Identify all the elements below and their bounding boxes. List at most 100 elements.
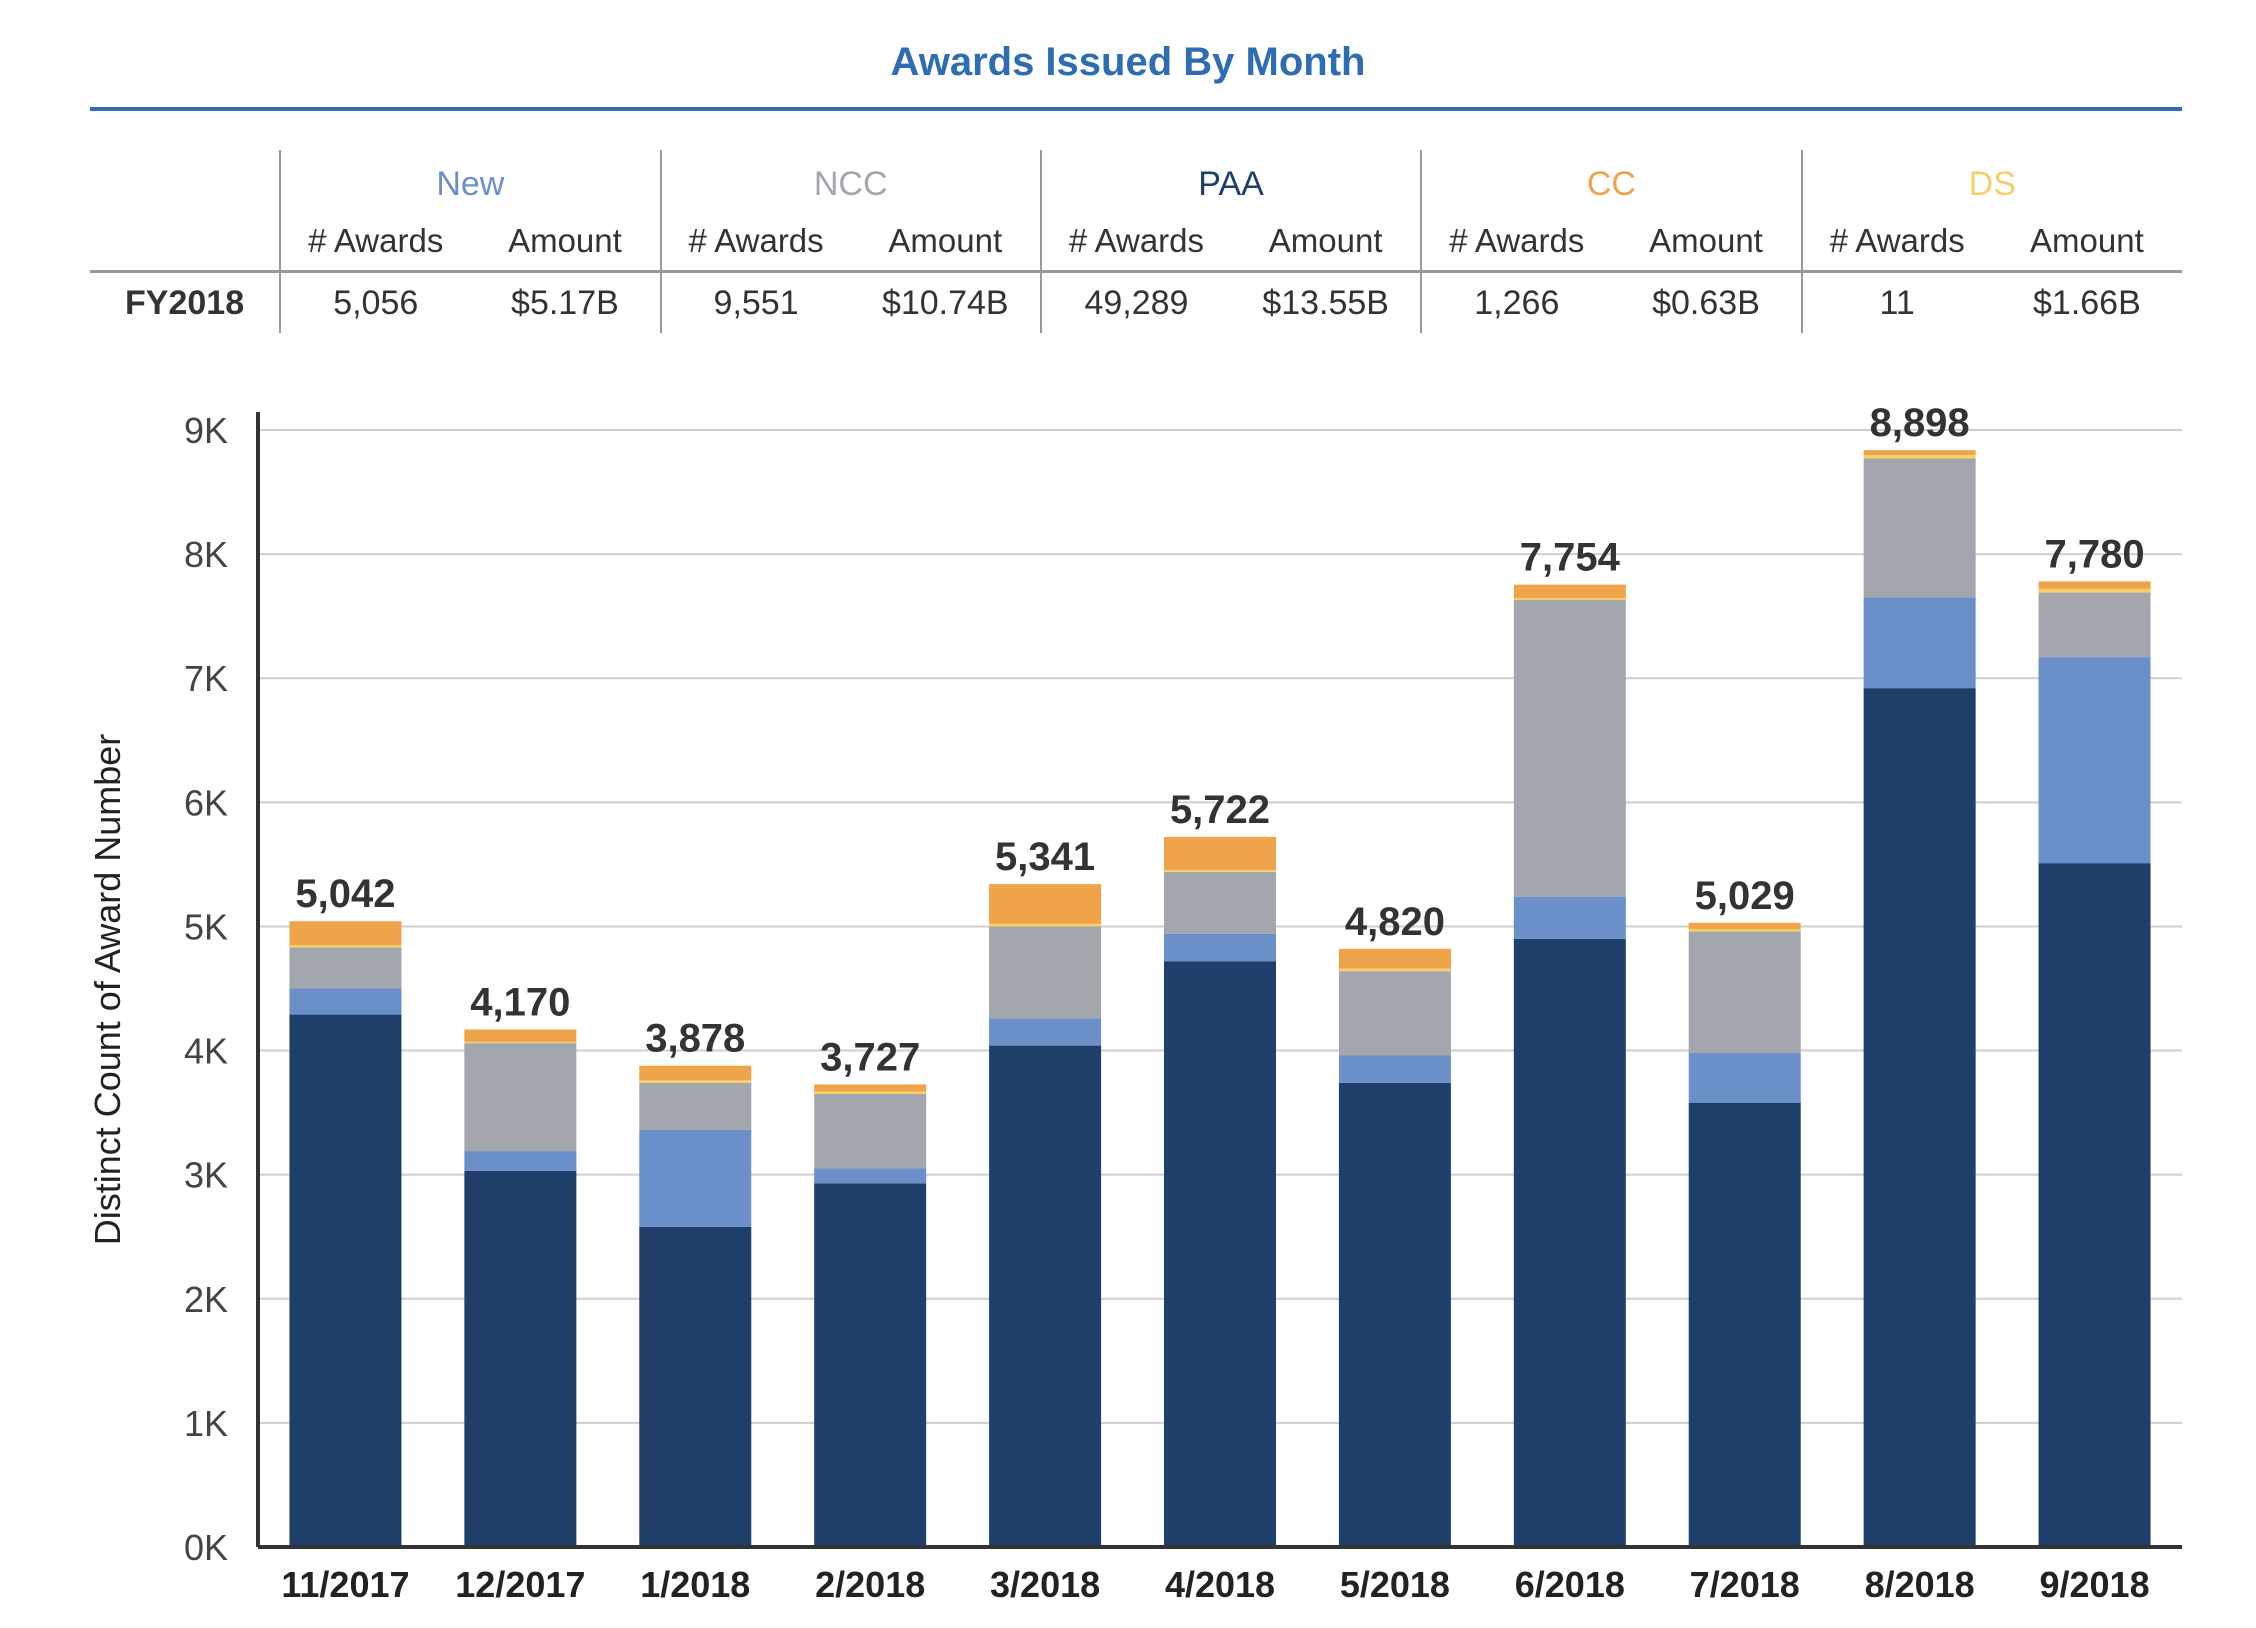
bar-segment-ds — [1688, 929, 1801, 932]
bar-segment-new — [989, 1018, 1102, 1046]
cc-amount-value: $0.63B — [1611, 270, 1802, 333]
bar-segment-paa — [1513, 938, 1626, 1547]
group-paa: PAA — [1039, 150, 1422, 212]
bar-total-label: 8,898 — [1870, 401, 1970, 445]
bar-segment-new — [1338, 1055, 1451, 1083]
bar-segment-paa — [989, 1045, 1102, 1547]
group-ncc: NCC — [659, 150, 1041, 212]
summary-corner-sub — [90, 212, 280, 272]
bar-segment-new — [2038, 657, 2151, 864]
bar-segment-new — [1164, 933, 1276, 962]
bar-segment-cc — [639, 1065, 752, 1081]
summary-table: New NCC PAA CC DS # Awards Amount # Awar… — [90, 150, 2182, 333]
paa-awards-value: 49,289 — [1039, 270, 1232, 333]
bar-segment-ds — [1164, 870, 1276, 872]
x-tick-label: 9/2018 — [2039, 1564, 2149, 1605]
bar-total-label: 5,722 — [1170, 788, 1270, 832]
bar-segment-ds — [464, 1041, 577, 1044]
bar-segment-new — [464, 1151, 577, 1171]
y-axis-title: Distinct Count of Award Number — [87, 734, 128, 1246]
bar-segment-new — [1863, 597, 1976, 689]
bar-total-label: 4,170 — [470, 980, 570, 1024]
new-amount-value: $5.17B — [470, 270, 661, 333]
bar-segment-cc — [1338, 948, 1451, 969]
bar-segment-paa — [639, 1226, 752, 1547]
bar-segment-ncc — [289, 947, 402, 989]
new-awards-value: 5,056 — [279, 270, 471, 333]
paa-amount-header: Amount — [1268, 222, 1383, 259]
bar-segment-paa — [289, 1014, 402, 1547]
bar-segment-paa — [1164, 961, 1276, 1547]
new-amount-header: Amount — [508, 222, 622, 259]
cc-awards-value: 1,266 — [1420, 270, 1612, 333]
bar-segment-new — [1688, 1053, 1801, 1103]
bar-total-label: 5,341 — [995, 835, 1095, 879]
ds-awards-value: 11 — [1800, 270, 1992, 333]
new-awards-header: # Awards — [279, 212, 471, 272]
bar-segment-new — [1513, 896, 1626, 939]
bar-segment-ds — [989, 923, 1102, 927]
bar-segment-cc — [989, 884, 1102, 924]
y-tick-label: 5K — [184, 906, 228, 947]
bar-total-label: 7,754 — [1520, 536, 1621, 580]
bar-segment-paa — [1863, 688, 1976, 1547]
bar-segment-cc — [1688, 922, 1801, 930]
bar-total-label: 4,820 — [1345, 900, 1445, 944]
bar-segment-paa — [1688, 1102, 1801, 1547]
bar-segment-ds — [289, 945, 402, 948]
x-tick-label: 1/2018 — [640, 1564, 750, 1605]
y-tick-label: 8K — [184, 534, 228, 575]
bar-segment-cc — [1863, 450, 1976, 456]
bar-segment-ds — [1513, 598, 1626, 601]
ds-awards-header: # Awards — [1800, 212, 1992, 272]
bar-segment-cc — [814, 1084, 927, 1092]
bar-segment-ncc — [2038, 592, 2151, 658]
y-tick-label: 0K — [184, 1527, 228, 1568]
x-tick-label: 7/2018 — [1690, 1564, 1800, 1605]
bar-total-label: 3,727 — [820, 1035, 920, 1079]
summary-corner — [90, 150, 280, 212]
bar-segment-paa — [1338, 1082, 1451, 1547]
y-tick-label: 7K — [184, 658, 228, 699]
paa-amount-value: $13.55B — [1231, 270, 1422, 333]
ncc-amount-header: Amount — [888, 222, 1003, 259]
bar-segment-paa — [814, 1183, 927, 1547]
group-new: New — [279, 150, 661, 212]
bar-total-label: 5,042 — [295, 872, 395, 916]
bar-segment-ncc — [1164, 871, 1276, 934]
bar-segment-new — [289, 988, 402, 1015]
chart-title: Awards Issued By Month — [890, 40, 1366, 84]
summary-group-row: New NCC PAA CC DS — [90, 150, 2182, 212]
y-tick-label: 9K — [184, 410, 228, 451]
title-rule — [90, 107, 2182, 111]
y-tick-label: 4K — [184, 1031, 228, 1072]
y-tick-label: 2K — [184, 1279, 228, 1320]
group-ds: DS — [1800, 150, 2182, 212]
bar-segment-paa — [2038, 863, 2151, 1547]
x-tick-label: 5/2018 — [1340, 1564, 1450, 1605]
bar-total-label: 3,878 — [645, 1017, 745, 1061]
bar-segment-ds — [814, 1091, 927, 1094]
bar-segment-ncc — [464, 1043, 577, 1152]
bar-segment-new — [639, 1129, 752, 1227]
ds-amount-header: Amount — [2030, 222, 2144, 259]
bar-segment-cc — [2038, 581, 2151, 589]
cc-awards-header: # Awards — [1420, 212, 1612, 272]
bar-segment-ncc — [989, 926, 1102, 1019]
cc-amount-header: Amount — [1649, 222, 1763, 259]
bar-segment-cc — [289, 921, 402, 946]
bar-segment-ncc — [1513, 600, 1626, 897]
y-tick-label: 1K — [184, 1403, 228, 1444]
x-tick-label: 6/2018 — [1515, 1564, 1625, 1605]
bar-segment-ds — [1338, 968, 1451, 972]
bar-segment-ds — [2038, 588, 2151, 593]
ncc-amount-value: $10.74B — [850, 270, 1041, 333]
paa-awards-header: # Awards — [1039, 212, 1232, 272]
x-tick-label: 11/2017 — [281, 1564, 409, 1605]
bar-segment-cc — [464, 1029, 577, 1042]
bar-segment-new — [814, 1168, 927, 1184]
y-tick-label: 6K — [184, 782, 228, 823]
stacked-bar-chart: 0K 1K 2K 3K 4K 5K 6K 7K 8K 9K Distinct Count of Aw… — [87, 401, 2182, 1605]
bar-segment-ncc — [1338, 971, 1451, 1056]
ds-amount-value: $1.66B — [1991, 270, 2182, 333]
